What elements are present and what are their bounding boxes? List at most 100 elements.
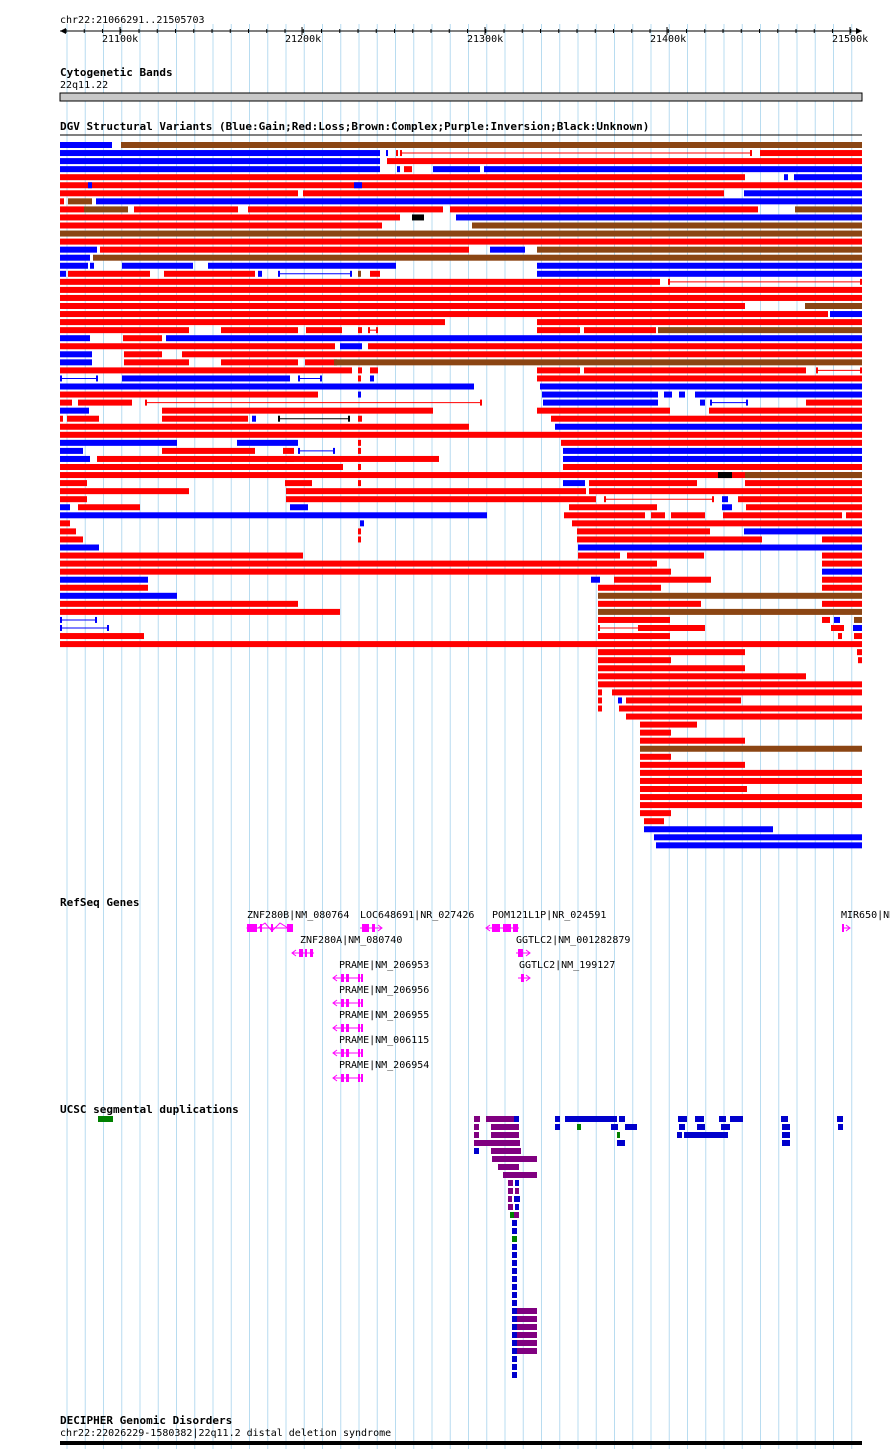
segdup-block[interactable]: [837, 1116, 843, 1122]
sv-bar[interactable]: [60, 383, 474, 390]
sv-bar[interactable]: [656, 842, 862, 849]
sv-bar[interactable]: [794, 174, 862, 181]
gene-exon[interactable]: [346, 1024, 349, 1032]
sv-bar[interactable]: [679, 391, 685, 398]
sv-bar[interactable]: [88, 182, 92, 189]
sv-bar[interactable]: [60, 246, 97, 253]
sv-bar[interactable]: [60, 262, 88, 269]
gene-exon[interactable]: [247, 924, 257, 932]
sv-bar[interactable]: [60, 351, 92, 358]
sv-bar[interactable]: [60, 214, 400, 221]
sv-bar[interactable]: [396, 150, 398, 157]
segdup-block[interactable]: [474, 1124, 479, 1130]
sv-bar[interactable]: [537, 367, 580, 374]
sv-bar[interactable]: [60, 327, 189, 334]
segdup-block[interactable]: [782, 1140, 790, 1146]
sv-bar[interactable]: [360, 520, 364, 527]
segdup-block[interactable]: [782, 1124, 790, 1130]
sv-bar[interactable]: [640, 786, 747, 792]
decipher-feature-bar[interactable]: [60, 1441, 862, 1445]
sv-bar[interactable]: [358, 367, 362, 374]
sv-end[interactable]: [816, 367, 818, 374]
sv-bar[interactable]: [358, 447, 361, 454]
sv-bar[interactable]: [60, 311, 828, 318]
sv-bar[interactable]: [358, 464, 361, 470]
sv-end[interactable]: [298, 447, 300, 454]
segdup-block[interactable]: [512, 1372, 517, 1378]
segdup-block[interactable]: [517, 1348, 537, 1354]
sv-bar[interactable]: [598, 657, 671, 664]
sv-bar[interactable]: [60, 222, 382, 229]
sv-end[interactable]: [604, 496, 606, 503]
sv-bar[interactable]: [654, 834, 862, 841]
gene-label[interactable]: ZNF280A|NM_080740: [300, 935, 403, 946]
sv-bar[interactable]: [166, 335, 862, 342]
segdup-block[interactable]: [782, 1132, 790, 1138]
decipher-track-title[interactable]: DECIPHER Genomic Disorders: [60, 1414, 233, 1427]
segdup-block[interactable]: [617, 1140, 625, 1146]
sv-bar[interactable]: [124, 351, 162, 358]
sv-bar[interactable]: [695, 391, 862, 398]
sv-bar[interactable]: [386, 150, 388, 157]
segdup-block[interactable]: [514, 1196, 520, 1202]
segdup-block[interactable]: [508, 1188, 513, 1194]
sv-bar[interactable]: [60, 230, 862, 237]
gene-exon[interactable]: [346, 999, 349, 1007]
sv-bar[interactable]: [450, 206, 758, 213]
sv-bar[interactable]: [722, 504, 732, 511]
segdup-block[interactable]: [838, 1124, 843, 1130]
sv-bar[interactable]: [93, 254, 862, 261]
gene-exon[interactable]: [358, 999, 360, 1007]
refseq-track-title[interactable]: RefSeq Genes: [60, 896, 140, 909]
sv-bar[interactable]: [358, 528, 361, 535]
gene-label[interactable]: MIR650|NR_030755: [841, 910, 890, 921]
sv-bar[interactable]: [60, 190, 298, 197]
gene-exon[interactable]: [361, 974, 363, 982]
sv-bar[interactable]: [162, 415, 248, 422]
coordinate-ruler[interactable]: [60, 27, 862, 35]
gene-exon[interactable]: [372, 924, 375, 932]
gene-exon[interactable]: [521, 974, 524, 982]
sv-bar[interactable]: [286, 455, 294, 462]
sv-bar[interactable]: [303, 190, 724, 197]
gene-label[interactable]: GGTLC2|NM_199127: [519, 960, 616, 971]
sv-bar[interactable]: [60, 367, 352, 374]
segdup-block[interactable]: [486, 1116, 514, 1122]
sv-end[interactable]: [60, 625, 62, 631]
sv-bar[interactable]: [258, 270, 262, 277]
sv-bar[interactable]: [358, 270, 361, 277]
sv-bar[interactable]: [830, 311, 862, 318]
sv-bar[interactable]: [60, 238, 862, 245]
sv-bar[interactable]: [60, 600, 298, 607]
segdup-block[interactable]: [508, 1180, 513, 1186]
sv-bar[interactable]: [577, 536, 762, 543]
segdup-block[interactable]: [498, 1164, 519, 1170]
sv-bar[interactable]: [651, 512, 665, 519]
segdup-block[interactable]: [512, 1268, 517, 1274]
segdup-block[interactable]: [474, 1140, 520, 1146]
sv-bar[interactable]: [723, 512, 842, 519]
segdup-block[interactable]: [512, 1284, 517, 1290]
segdup-block[interactable]: [514, 1212, 519, 1218]
segdup-block[interactable]: [677, 1132, 682, 1138]
sv-bar[interactable]: [598, 592, 862, 599]
segdup-block[interactable]: [515, 1180, 519, 1186]
sv-bar[interactable]: [412, 214, 424, 221]
segdup-block[interactable]: [517, 1332, 537, 1338]
sv-bar[interactable]: [561, 439, 862, 446]
sv-bar[interactable]: [290, 504, 308, 511]
sv-end[interactable]: [298, 375, 300, 382]
gene-exon[interactable]: [341, 1024, 344, 1032]
sv-bar[interactable]: [490, 246, 525, 253]
sv-bar[interactable]: [60, 633, 144, 640]
gene-label[interactable]: PRAME|NM_206955: [339, 1010, 430, 1021]
gene-exon[interactable]: [346, 1049, 349, 1057]
sv-bar[interactable]: [78, 399, 132, 406]
dgv-track[interactable]: [60, 142, 862, 849]
sv-bar[interactable]: [60, 480, 87, 487]
sv-bar[interactable]: [456, 214, 862, 221]
cytoband-track-title[interactable]: Cytogenetic Bands: [60, 66, 173, 79]
sv-bar[interactable]: [208, 262, 396, 269]
gene-exon[interactable]: [310, 949, 313, 957]
sv-bar[interactable]: [60, 455, 90, 462]
